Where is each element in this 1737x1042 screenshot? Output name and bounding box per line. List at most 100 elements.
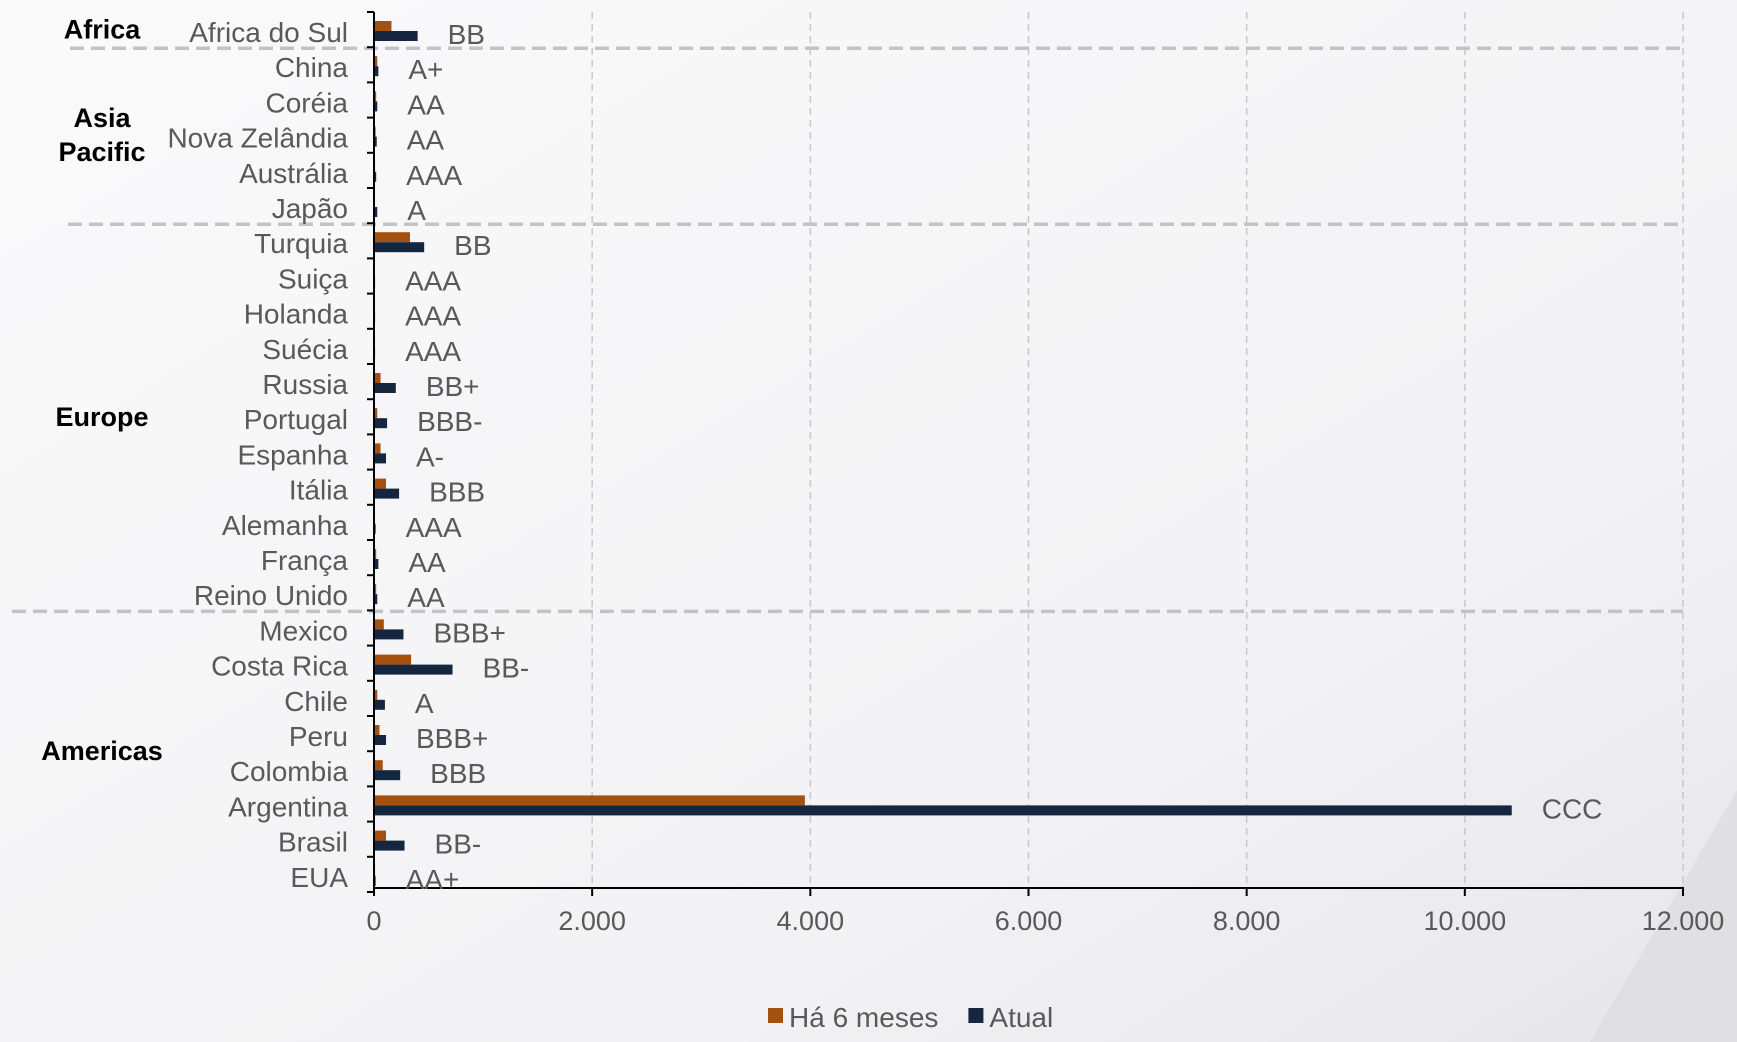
- x-tick-label: 12.000: [1642, 906, 1725, 936]
- bar-atual: [374, 66, 379, 77]
- category-label: Turquia: [254, 228, 348, 259]
- bar-ha-6-meses: [374, 56, 378, 67]
- region-label: Asia: [73, 103, 131, 133]
- bar-atual: [374, 594, 378, 605]
- rating-label: AA+: [406, 864, 460, 895]
- rating-label: BBB: [429, 477, 485, 508]
- bar-atual: [374, 664, 453, 675]
- bar-ha-6-meses: [374, 584, 377, 595]
- x-tick-label: 8.000: [1213, 906, 1281, 936]
- bar-atual: [374, 101, 378, 112]
- rating-label: AA: [408, 547, 446, 578]
- bar-ha-6-meses: [374, 654, 412, 665]
- rating-label: AA: [407, 125, 445, 156]
- category-label: Russia: [262, 369, 348, 400]
- rating-label: BBB+: [433, 617, 505, 648]
- rating-label: BBB-: [417, 406, 482, 437]
- region-label: Europe: [55, 402, 148, 432]
- category-label: Portugal: [244, 404, 348, 435]
- rating-label: AAA: [405, 265, 461, 296]
- category-label: EUA: [290, 862, 348, 893]
- rating-label: AAA: [405, 336, 461, 367]
- grid: [591, 12, 1684, 888]
- bar-atual: [374, 770, 401, 781]
- bar-ha-6-meses: [374, 760, 383, 771]
- category-label: Brasil: [278, 827, 348, 858]
- category-label: Argentina: [228, 791, 348, 822]
- legend: Há 6 meses Atual: [768, 1002, 1053, 1033]
- bar-ha-6-meses: [374, 478, 386, 489]
- rating-label: BB+: [426, 371, 480, 402]
- rating-label: A-: [416, 441, 444, 472]
- rating-label: AAA: [406, 160, 462, 191]
- bar-atual: [374, 383, 396, 393]
- bar-ha-6-meses: [374, 689, 378, 700]
- rating-label: A: [407, 195, 426, 226]
- category-label: Japão: [272, 193, 348, 224]
- x-tick-label: 2.000: [558, 906, 626, 936]
- bar-atual: [374, 805, 1512, 816]
- legend-label: Atual: [989, 1002, 1053, 1033]
- axes: [367, 11, 1684, 896]
- bar-ha-6-meses: [374, 91, 377, 102]
- x-tick-label: 4.000: [777, 906, 845, 936]
- bar-ha-6-meses: [374, 373, 381, 383]
- bar-ha-6-meses: [374, 232, 410, 243]
- category-label: Peru: [289, 721, 348, 752]
- bar-ha-6-meses: [374, 408, 378, 419]
- bar-atual: [374, 418, 388, 429]
- bar-atual: [374, 629, 404, 640]
- rating-label: BB: [454, 230, 491, 261]
- bar-atual: [374, 207, 378, 217]
- rating-label: A: [415, 688, 434, 719]
- category-label: Holanda: [244, 299, 349, 330]
- bar-atual: [374, 840, 405, 851]
- x-tick-label: 6.000: [995, 906, 1063, 936]
- region-separators: [12, 46, 1683, 614]
- rating-label: CCC: [1542, 793, 1603, 824]
- category-label: Colombia: [230, 756, 349, 787]
- rating-label: BBB+: [416, 723, 488, 754]
- region-label: Africa: [64, 15, 142, 45]
- category-label: Alemanha: [222, 510, 349, 541]
- bar-atual: [374, 488, 400, 499]
- category-label: Austrália: [239, 158, 348, 189]
- rating-label: AAA: [405, 301, 461, 332]
- bar-atual: [374, 136, 377, 147]
- bar-ha-6-meses: [374, 795, 805, 806]
- rating-label: BBB: [430, 758, 486, 789]
- category-label: Coréia: [266, 87, 349, 118]
- bar-atual: [374, 559, 379, 569]
- bar-ha-6-meses: [374, 21, 392, 31]
- x-tick-label: 0: [366, 906, 381, 936]
- bar-ha-6-meses: [374, 830, 386, 841]
- bar-ha-6-meses: [374, 443, 381, 454]
- rating-label: AA: [407, 89, 445, 120]
- bar-atual: [374, 699, 385, 710]
- category-label: China: [275, 52, 349, 83]
- category-label: Africa do Sul: [189, 17, 348, 48]
- category-label: Mexico: [259, 615, 348, 646]
- bar-ha-6-meses: [374, 549, 377, 559]
- category-label: Nova Zelândia: [167, 123, 348, 154]
- region-label: Americas: [41, 736, 163, 766]
- legend-swatch: [968, 1008, 984, 1023]
- x-tick-label: 10.000: [1424, 906, 1507, 936]
- legend-label: Há 6 meses: [789, 1002, 938, 1033]
- category-label: França: [261, 545, 349, 576]
- decorative-corner-shape: [1590, 790, 1737, 1042]
- region-label: Pacific: [58, 137, 145, 167]
- legend-swatch: [768, 1008, 783, 1023]
- rating-label: BB-: [435, 829, 482, 860]
- category-label: Reino Unido: [194, 580, 348, 611]
- rating-label: A+: [408, 54, 443, 85]
- rating-label: BB-: [483, 653, 530, 684]
- labels: 0 2.000 4.000 6.000 8.000 10.000 12.000 Africa …: [41, 15, 1724, 936]
- bar-atual: [374, 453, 386, 464]
- bar-ha-6-meses: [374, 619, 384, 630]
- category-label: Chile: [284, 686, 348, 717]
- category-label: Itália: [289, 475, 349, 506]
- category-label: Suiça: [278, 263, 348, 294]
